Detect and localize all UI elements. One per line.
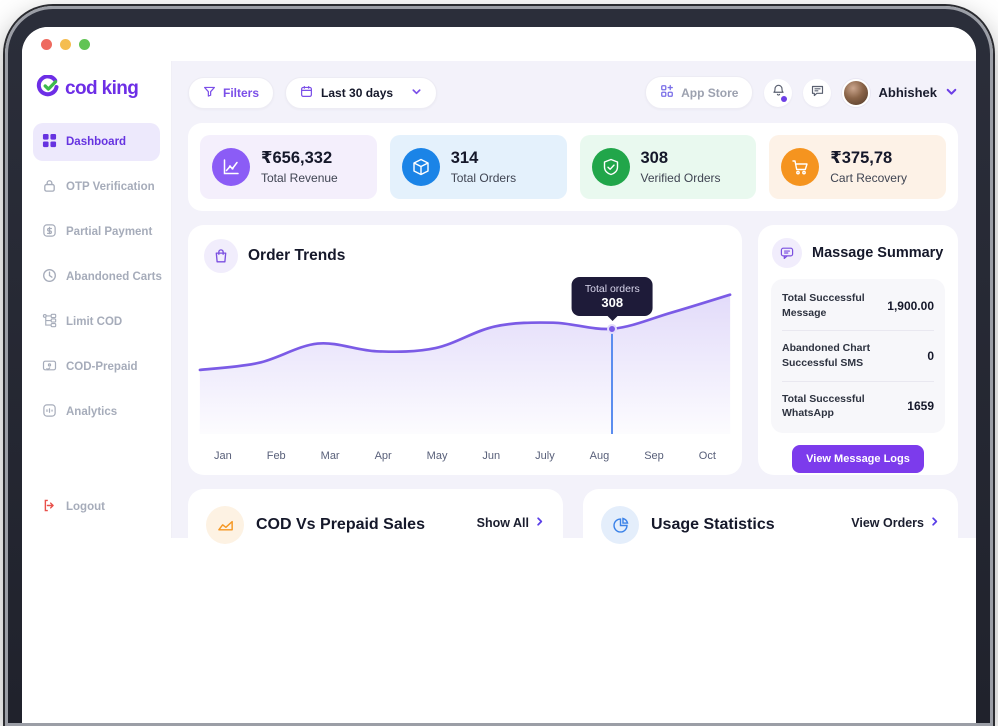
notifications-button[interactable] [764, 78, 793, 107]
logout-button[interactable]: Logout [33, 490, 160, 524]
close-window-button[interactable] [41, 38, 52, 50]
stat-card-verified-orders: 308 Verified Orders [579, 135, 757, 199]
month-label: Aug [589, 450, 610, 462]
usage-statistics-title: Usage Statistics [651, 516, 775, 533]
stat-label: Total Revenue [261, 170, 338, 185]
brand-name: cod king [65, 78, 139, 99]
chevron-right-icon [534, 516, 545, 530]
summary-row: Abandoned Chart Successful SMS 0 [782, 331, 934, 382]
stat-label: Cart Recovery [830, 170, 907, 185]
summary-row: Total Successful WhatsApp 1659 [782, 392, 934, 420]
dollar-square-icon [42, 223, 57, 241]
hierarchy-icon [42, 313, 57, 331]
revenue-chart-icon [212, 148, 250, 186]
bell-icon [771, 83, 786, 103]
stat-value: ₹375,78 [830, 149, 893, 168]
shopping-bag-icon [204, 239, 238, 273]
stat-value: ₹656,332 [261, 149, 333, 168]
calendar-icon [300, 85, 313, 101]
order-trends-card: Order Trends [188, 225, 742, 475]
chevron-down-icon [945, 85, 958, 101]
month-label: Sep [644, 450, 664, 462]
area-chart-icon [206, 506, 244, 544]
stat-card-total-revenue: ₹656,332 Total Revenue [200, 135, 377, 199]
sidebar-item-dashboard[interactable]: Dashboard [33, 123, 160, 161]
pie-chart-icon [601, 506, 639, 544]
maximize-window-button[interactable] [79, 38, 90, 50]
order-trends-title: Order Trends [248, 247, 346, 264]
dashboard-grid-icon [42, 133, 57, 151]
chevron-down-icon [411, 86, 422, 100]
sidebar-item-analytics[interactable]: Analytics [33, 393, 160, 431]
minimize-window-button[interactable] [60, 38, 71, 50]
user-menu[interactable]: Abhishek [842, 78, 958, 107]
stat-label: Total Orders [450, 170, 517, 185]
sidebar: cod king Dashboard [22, 61, 172, 538]
sidebar-nav: Dashboard OTP Verification [33, 123, 162, 431]
topbar: Filters Last 30 days [188, 76, 958, 109]
x-axis-labels: Jan Feb Mar Apr May Jun July Aug Sep Oct [188, 442, 742, 475]
date-range-selector[interactable]: Last 30 days [285, 76, 438, 109]
main-content: Filters Last 30 days [172, 61, 976, 561]
chart-tooltip: Total orders 308 [571, 276, 653, 316]
stat-label: Verified Orders [640, 170, 721, 185]
sidebar-item-limit-cod[interactable]: Limit COD [33, 303, 160, 341]
month-label: Feb [266, 450, 286, 462]
chevron-right-icon [929, 516, 940, 530]
sidebar-item-partial-payment[interactable]: Partial Payment [33, 213, 160, 251]
lock-icon [42, 178, 57, 196]
stat-value: 308 [640, 149, 669, 168]
laptop-bezel: cod king Dashboard [5, 6, 993, 726]
order-trends-chart[interactable]: Total orders 308 [188, 276, 742, 434]
package-icon [401, 148, 440, 186]
stats-row: ₹656,332 Total Revenue 314 Total Orders [188, 123, 958, 211]
usage-statistics-card: Usage Statistics View Orders [583, 489, 958, 561]
avatar [842, 78, 871, 107]
funnel-icon [203, 85, 216, 101]
summary-row: Total Successful Message 1,900.00 [782, 281, 934, 332]
stat-value: 314 [450, 149, 479, 168]
sidebar-item-cod-prepaid[interactable]: COD-Prepaid [33, 348, 160, 386]
month-label: Jan [214, 450, 232, 462]
month-label: Oct [698, 450, 716, 462]
analytics-icon [42, 403, 57, 421]
sidebar-item-otp-verification[interactable]: OTP Verification [33, 168, 160, 206]
cart-icon [781, 148, 820, 186]
highlight-guide-line [611, 328, 614, 434]
logout-icon [42, 498, 57, 516]
chat-bubble-icon [772, 238, 802, 268]
brand-check-icon [36, 74, 59, 103]
card-check-icon [42, 358, 57, 376]
month-label: Jun [482, 450, 501, 462]
user-name: Abhishek [878, 85, 937, 100]
show-all-link[interactable]: Show All [477, 516, 545, 530]
cod-vs-prepaid-title: COD Vs Prepaid Sales [256, 516, 425, 533]
brand-logo[interactable]: cod king [33, 74, 160, 103]
trend-line-chart [198, 293, 732, 434]
app-grid-plus-icon [660, 84, 674, 101]
cod-vs-prepaid-card: COD Vs Prepaid Sales Show All [188, 489, 563, 561]
app-store-button[interactable]: App Store [645, 76, 754, 109]
help-chat-button[interactable] [803, 78, 832, 107]
message-summary-card: Massage Summary Total Successful Message… [758, 225, 958, 475]
shield-check-icon [591, 148, 630, 186]
sidebar-item-abandoned-carts[interactable]: Abandoned Carts [33, 258, 162, 296]
message-summary-title: Massage Summary [812, 245, 944, 261]
message-summary-list: Total Successful Message 1,900.00 Abando… [771, 279, 945, 434]
view-orders-link[interactable]: View Orders [851, 516, 940, 530]
month-label: Mar [320, 450, 340, 462]
month-label: May [426, 450, 448, 462]
stat-card-cart-recovery: ₹375,78 Cart Recovery [769, 135, 946, 199]
view-message-logs-button[interactable]: View Message Logs [792, 445, 924, 474]
clock-icon [42, 268, 57, 286]
app-window: cod king Dashboard [22, 27, 976, 723]
month-label: Apr [374, 450, 392, 462]
month-label: July [535, 450, 555, 462]
filters-button[interactable]: Filters [188, 76, 275, 109]
unread-notification-dot [781, 95, 788, 102]
stat-card-total-orders: 314 Total Orders [389, 135, 567, 199]
chat-help-icon [810, 83, 825, 103]
window-titlebar [22, 27, 976, 61]
